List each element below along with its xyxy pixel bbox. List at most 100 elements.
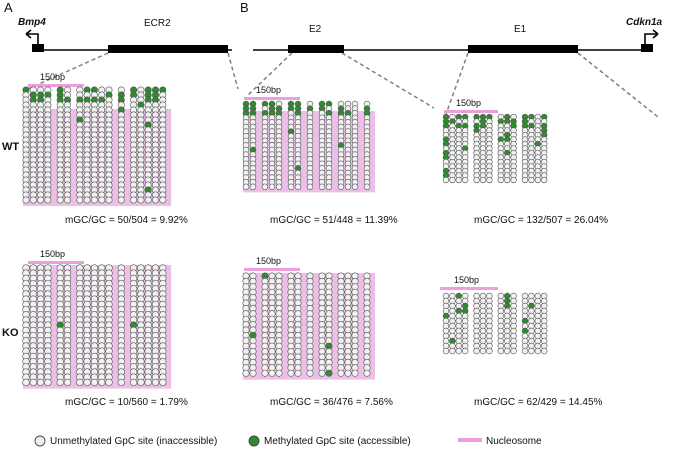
ecr2-dashed-right bbox=[227, 52, 239, 90]
e2-dashed-left bbox=[247, 52, 293, 96]
methylation-block-e2-ko bbox=[242, 272, 375, 380]
methylation-block-a-wt bbox=[22, 86, 172, 206]
panel-label-b: B bbox=[240, 0, 249, 15]
unmethylated-gpc-dot bbox=[76, 196, 84, 204]
ecr2-region-label: ECR2 bbox=[144, 18, 171, 29]
unmethylated-gpc-dot bbox=[261, 183, 269, 191]
unmethylated-gpc-dot bbox=[159, 196, 167, 204]
unmethylated-gpc-dot bbox=[76, 378, 84, 387]
scale-label-e2-ko: 150bp bbox=[256, 256, 281, 266]
e1-dashed-right bbox=[577, 52, 659, 118]
scale-bars: 150bp 150bp 150bp 150bp 150bp 150bp bbox=[28, 72, 498, 290]
unmethylated-gpc-dot bbox=[83, 196, 91, 204]
unmethylated-gpc-dot bbox=[455, 176, 462, 184]
unmethylated-gpc-dot bbox=[287, 369, 295, 377]
unmethylated-gpc-dot bbox=[117, 196, 125, 204]
unmethylated-gpc-dot bbox=[56, 378, 64, 387]
unmethylated-gpc-dot bbox=[294, 369, 302, 377]
unmethylated-gpc-dot bbox=[486, 176, 493, 184]
unmethylated-gpc-dot bbox=[337, 369, 345, 377]
methylation-block-e1-ko bbox=[442, 292, 548, 355]
unmethylated-gpc-dot bbox=[275, 369, 283, 377]
legend-methylated-icon bbox=[248, 435, 260, 447]
unmethylated-gpc-dot bbox=[137, 196, 145, 204]
scale-bar-e1-wt bbox=[444, 110, 498, 113]
unmethylated-gpc-dot bbox=[22, 378, 30, 387]
scale-label-a-ko: 150bp bbox=[40, 249, 65, 259]
unmethylated-gpc-dot bbox=[479, 176, 487, 184]
unmethylated-gpc-dot bbox=[455, 347, 462, 355]
unmethylated-gpc-dot bbox=[486, 347, 493, 355]
row-label-ko: KO bbox=[2, 327, 19, 339]
unmethylated-gpc-dot bbox=[504, 347, 511, 355]
methylation-block-e1-wt bbox=[442, 113, 548, 184]
unmethylated-gpc-dot bbox=[22, 196, 30, 204]
unmethylated-gpc-dot bbox=[363, 369, 371, 377]
panel-label-a: A bbox=[4, 0, 13, 15]
unmethylated-gpc-dot bbox=[528, 176, 535, 184]
stat-a-wt: mGC/GC = 50/504 = 9.92% bbox=[65, 215, 188, 226]
unmethylated-gpc-dot bbox=[36, 378, 45, 387]
unmethylated-gpc-dot bbox=[504, 176, 511, 184]
ecr2-dashed-left bbox=[27, 52, 109, 90]
e1-region-bar bbox=[468, 45, 578, 53]
unmethylated-gpc-dot bbox=[462, 347, 469, 355]
scale-bar-e1-ko bbox=[440, 287, 498, 290]
unmethylated-gpc-dot bbox=[90, 196, 98, 204]
row-label-wt: WT bbox=[2, 141, 19, 153]
unmethylated-gpc-dot bbox=[337, 183, 345, 191]
cdkn1a-tss-arrow-icon bbox=[644, 29, 659, 44]
unmethylated-gpc-dot bbox=[130, 196, 138, 204]
unmethylated-gpc-dot bbox=[144, 378, 152, 387]
methylation-block-e2-wt bbox=[242, 100, 375, 193]
unmethylated-gpc-dot bbox=[534, 176, 541, 184]
stat-e2-ko: mGC/GC = 36/476 = 7.56% bbox=[270, 397, 393, 408]
unmethylated-gpc-dot bbox=[541, 176, 548, 184]
unmethylated-gpc-dot bbox=[275, 183, 283, 191]
unmethylated-gpc-dot bbox=[344, 183, 352, 191]
e1-dashed-left bbox=[445, 52, 469, 115]
unmethylated-gpc-dot bbox=[129, 378, 138, 387]
unmethylated-gpc-dot bbox=[510, 347, 517, 355]
scale-label-e1-wt: 150bp bbox=[456, 98, 481, 108]
scale-bar-a-wt bbox=[28, 84, 84, 87]
unmethylated-gpc-dot bbox=[351, 183, 359, 191]
unmethylated-gpc-dot bbox=[521, 347, 529, 355]
legend-unmethylated-icon bbox=[34, 435, 46, 447]
e2-dashed-right bbox=[341, 52, 435, 109]
cdkn1a-exon bbox=[641, 44, 653, 52]
unmethylated-gpc-dot bbox=[29, 378, 37, 387]
unmethylated-gpc-dot bbox=[325, 183, 333, 191]
scale-label-a-wt: 150bp bbox=[40, 72, 65, 82]
ecr2-region-bar bbox=[108, 45, 228, 53]
unmethylated-gpc-dot bbox=[344, 369, 352, 377]
unmethylated-gpc-dot bbox=[479, 347, 487, 355]
unmethylated-gpc-dot bbox=[98, 196, 106, 204]
unmethylated-gpc-dot bbox=[249, 369, 257, 377]
unmethylated-gpc-dot bbox=[44, 196, 52, 204]
unmethylated-gpc-dot bbox=[105, 196, 113, 204]
bmp4-tss-arrow-icon bbox=[25, 29, 39, 44]
legend-nucleosome-label: Nucleosome bbox=[486, 436, 542, 447]
unmethylated-gpc-dot bbox=[442, 347, 450, 355]
unmethylated-gpc-dot bbox=[449, 176, 456, 184]
unmethylated-gpc-dot bbox=[144, 196, 152, 204]
unmethylated-gpc-dot bbox=[90, 378, 99, 387]
unmethylated-gpc-dot bbox=[306, 369, 314, 377]
scale-label-e1-ko: 150bp bbox=[454, 275, 479, 285]
e1-region-label: E1 bbox=[514, 24, 527, 35]
stat-e1-wt: mGC/GC = 132/507 = 26.04% bbox=[474, 215, 608, 226]
unmethylated-gpc-dot bbox=[117, 378, 125, 387]
unmethylated-gpc-dot bbox=[540, 347, 548, 355]
cdkn1a-gene-label: Cdkn1a bbox=[626, 17, 663, 28]
scale-bar-e2-ko bbox=[244, 268, 300, 271]
methylated-gpc-dot bbox=[325, 369, 333, 377]
unmethylated-gpc-dot bbox=[449, 347, 456, 355]
scale-bar-a-ko bbox=[28, 261, 84, 264]
unmethylated-gpc-dot bbox=[318, 183, 326, 191]
stat-e2-wt: mGC/GC = 51/448 = 11.39% bbox=[270, 215, 398, 226]
unmethylated-gpc-dot bbox=[151, 378, 160, 387]
unmethylated-gpc-dot bbox=[497, 176, 504, 184]
